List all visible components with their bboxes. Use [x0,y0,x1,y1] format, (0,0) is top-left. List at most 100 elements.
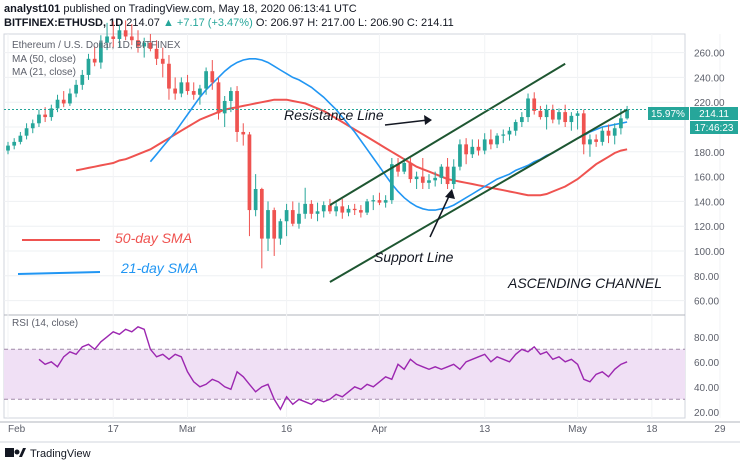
candle-body [160,58,165,64]
candle-body [625,109,629,119]
rsi-line [38,325,628,411]
price-tick-label: 240.00 [694,73,725,84]
candle-body [272,210,277,239]
candle-body [359,210,363,213]
candle-body [185,82,190,92]
candle-body [61,99,66,104]
candle-body [371,200,376,202]
pct-badge [648,107,689,120]
candle-body [563,112,568,123]
publish-text: published on TradingView.com, May 18, 20… [63,3,357,15]
candle-body [241,131,246,135]
candle-body [247,134,252,211]
sma21-label: 21-day SMA [120,260,198,276]
candle-body [68,93,72,104]
time-tick-label: 29 [714,424,726,435]
candle-body [259,189,264,239]
candle-body [408,162,413,180]
candle-body [334,206,338,212]
candle-body [433,177,438,181]
time-tick-label: Apr [372,424,388,435]
candles [6,20,629,269]
candle-body [278,221,283,239]
candle-body [6,145,10,151]
candle-body [507,130,512,135]
candle-body [519,117,524,123]
ohlc-line: BITFINEX:ETHUSD, 1D 214.07 ▲ +7.17 (+3.4… [4,17,454,29]
resistance-arrow [384,119,429,126]
candle-body [495,135,499,145]
candle-body [445,166,450,185]
candle-body [352,208,357,211]
price-tick-label: 180.00 [694,148,725,159]
rsi-tick-label: 80.00 [694,333,719,344]
candle-body [222,100,227,114]
resistance-line [329,62,566,206]
price-tick-label: 140.00 [694,197,725,208]
time-tick-label: 13 [479,424,491,435]
candle-body [266,210,270,239]
price-tick-label: 80.00 [694,272,719,283]
price-tick-label: 100.00 [694,247,725,258]
candle-body [340,206,345,213]
candle-body [513,122,518,131]
countdown-badge [690,121,738,134]
candle-body [575,113,580,116]
price-badge-text: 214.11 [699,109,729,120]
time-tick-label: May [568,424,587,435]
candle-body [476,146,481,151]
candle-body [427,180,431,183]
candle-body [600,130,605,142]
candle-body [377,200,382,203]
time-tick-label: 18 [646,424,658,435]
candle-body [154,48,159,59]
candle-body [588,139,592,145]
candle-body [148,42,153,49]
candle-body [328,205,332,212]
candle-body [24,128,29,136]
candle-body [117,30,122,39]
time-tick-label: Feb [8,424,26,435]
candle-body [43,114,48,118]
candle-body [346,208,351,213]
candle-body [470,146,475,155]
candle-body [315,211,320,214]
price-tick-label: 220.00 [694,98,725,109]
candle-body [12,141,17,146]
candle-body [111,36,116,39]
candle-body [439,166,444,178]
candle-body [105,36,109,43]
change-value: ▲ +7.17 (+3.47%) [162,17,253,29]
candle-body [538,110,543,118]
last-price: 214.07 [126,17,160,29]
publish-info: analyst101 published on TradingView.com,… [4,3,357,15]
candle-body [92,58,97,63]
candle-body [284,210,289,222]
candle-body [458,144,462,167]
candle-body [136,40,140,47]
candle-body [80,74,85,85]
support-arrow [429,193,451,238]
candle-body [569,115,574,123]
candle-body [557,112,561,120]
candle-body [414,176,419,180]
candle-body [402,162,407,172]
candle-body [290,210,295,224]
candle-body [204,71,208,89]
support-label: Support Line [374,249,454,265]
candle-body [309,203,314,214]
candle-body [142,42,147,47]
candle-body [123,30,128,37]
open-value: O: 206.97 [255,17,305,29]
time-tick-label: 16 [281,424,293,435]
candle-body [253,189,258,211]
candle-body [210,71,215,83]
candle-body [594,139,598,142]
countdown-badge-text: 17:46:23 [695,123,734,134]
candle-body [581,113,586,145]
candle-body [55,99,60,109]
candle-body [526,98,530,118]
rsi-band [4,349,685,400]
sma50-label: 50-day SMA [115,230,192,246]
